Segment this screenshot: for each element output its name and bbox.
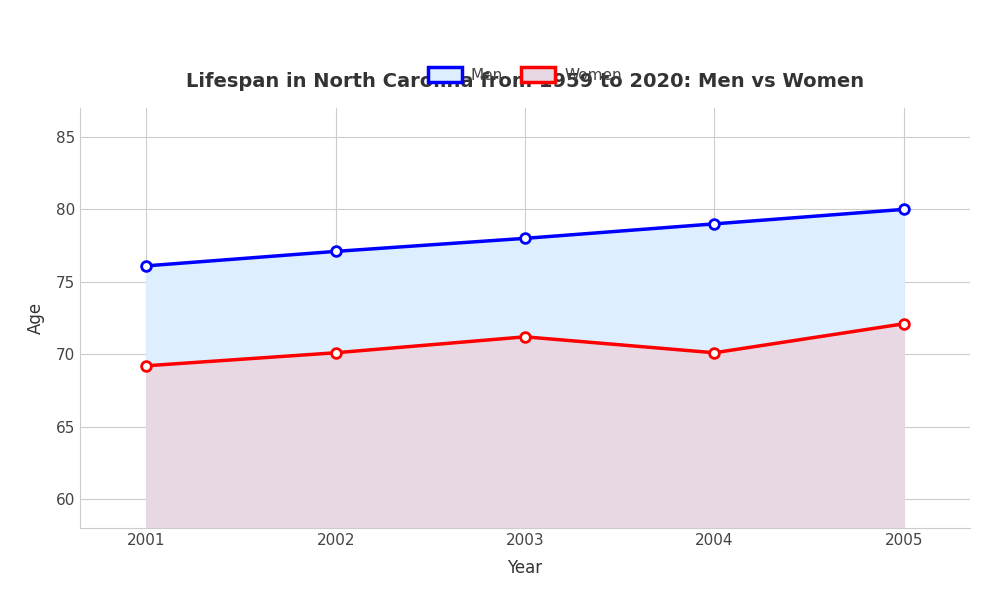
X-axis label: Year: Year (507, 559, 543, 577)
Title: Lifespan in North Carolina from 1959 to 2020: Men vs Women: Lifespan in North Carolina from 1959 to … (186, 72, 864, 91)
Y-axis label: Age: Age (27, 302, 45, 334)
Legend: Men, Women: Men, Women (422, 61, 628, 89)
